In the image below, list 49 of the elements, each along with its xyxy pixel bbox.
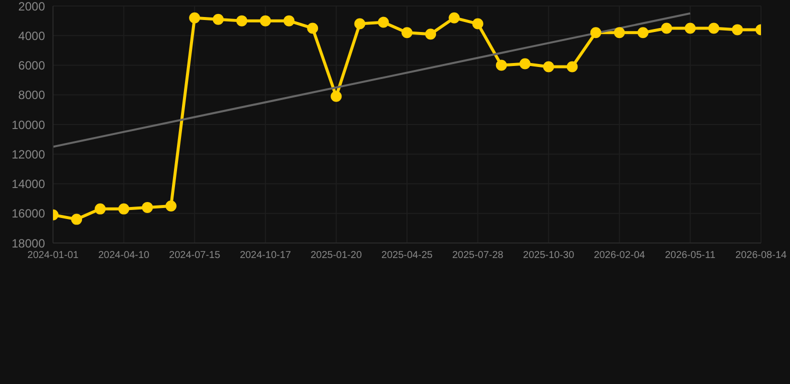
point bbox=[402, 27, 412, 38]
x-tick-label: 2025-04-25 bbox=[381, 250, 434, 262]
point bbox=[661, 22, 672, 34]
x-tick-label: 2026-08-14 bbox=[735, 250, 788, 262]
x-tick-label: 2025-10-30 bbox=[523, 250, 575, 262]
point bbox=[614, 27, 625, 38]
point bbox=[543, 61, 554, 72]
point bbox=[142, 202, 153, 213]
y-tick-label: 4000 bbox=[18, 28, 46, 43]
point bbox=[425, 28, 436, 40]
point bbox=[520, 58, 530, 70]
x-tick-label: 2024-04-10 bbox=[98, 250, 150, 262]
point bbox=[94, 203, 106, 214]
point bbox=[590, 27, 602, 38]
point bbox=[708, 22, 720, 34]
point bbox=[212, 14, 224, 25]
point bbox=[71, 214, 82, 225]
point bbox=[236, 15, 248, 26]
y-tick-label: 8000 bbox=[18, 88, 46, 102]
point bbox=[330, 90, 342, 102]
point bbox=[166, 200, 176, 212]
point bbox=[566, 61, 578, 72]
y-tick-label: 16000 bbox=[12, 206, 46, 221]
x-tick-label: 2024-10-17 bbox=[240, 250, 292, 262]
point bbox=[448, 12, 460, 24]
x-tick-label: 2024-07-15 bbox=[169, 250, 221, 262]
point bbox=[260, 15, 271, 26]
point bbox=[638, 27, 648, 38]
point bbox=[684, 22, 696, 34]
x-tick-label: 2025-07-28 bbox=[452, 250, 504, 262]
y-tick-label: 18000 bbox=[12, 236, 46, 250]
y-tick-label: 6000 bbox=[18, 58, 46, 73]
y-tick-label: 14000 bbox=[12, 177, 46, 192]
y-tick-label: 12000 bbox=[12, 147, 46, 162]
point bbox=[378, 16, 389, 28]
x-tick-label: 2025-01-20 bbox=[310, 250, 362, 262]
point bbox=[118, 203, 130, 214]
x-tick-label: 2024-01-01 bbox=[27, 250, 80, 262]
point bbox=[354, 18, 366, 30]
y-tick-label: 2000 bbox=[18, 0, 46, 14]
point bbox=[732, 24, 743, 36]
x-tick-label: 2026-02-04 bbox=[594, 250, 646, 262]
point bbox=[284, 15, 294, 26]
point bbox=[189, 12, 200, 24]
y-tick-label: 10000 bbox=[12, 118, 46, 132]
point bbox=[496, 60, 507, 71]
x-tick-label: 2026-05-11 bbox=[664, 250, 716, 262]
point bbox=[472, 18, 484, 30]
point bbox=[307, 22, 318, 34]
